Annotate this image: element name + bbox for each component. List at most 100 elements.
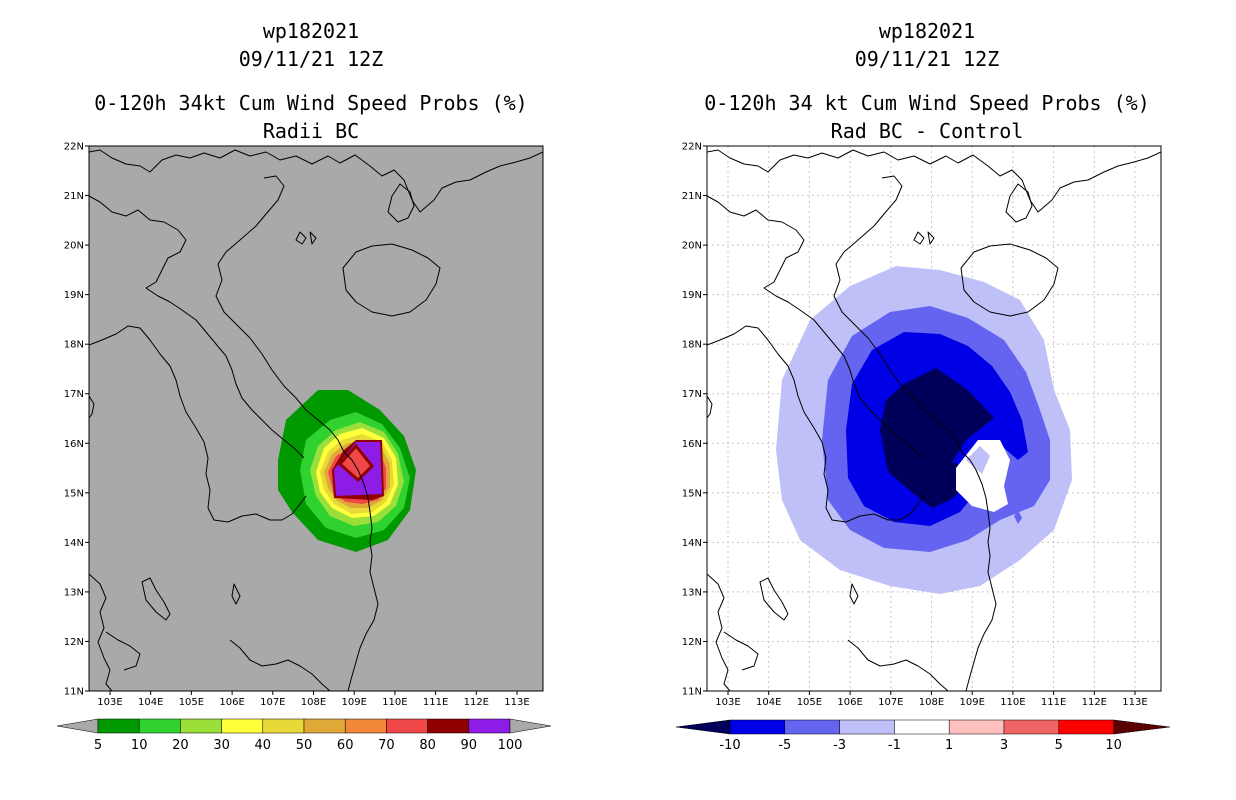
left-title-line1: wp182021 <box>263 19 359 43</box>
right-colorbar-box <box>839 719 895 735</box>
left-lon-ticks: 103E 104E 105E 106E 107E 108E 109E 110E 111E 112E… <box>97 691 530 708</box>
lat-tick-label: 20N <box>64 241 84 252</box>
left-lat-ticks: 22N 21N 20N 19N 18N 17N 16N 15N 14N 13N 12N 11N <box>64 142 89 698</box>
lat-tick-label: 22N <box>682 142 702 153</box>
lon-tick-label: 103E <box>97 697 122 708</box>
right-colorbar-label: -1 <box>888 738 901 753</box>
right-title-line1: wp182021 <box>879 19 975 43</box>
lon-tick-label: 110E <box>382 697 407 708</box>
right-colorbar-box <box>1058 719 1114 735</box>
lon-tick-label: 105E <box>797 697 822 708</box>
lat-tick-label: 15N <box>64 488 84 499</box>
left-colorbar-box <box>180 718 222 734</box>
right-colorbar-box <box>948 719 1005 735</box>
lat-tick-label: 14N <box>682 538 702 549</box>
diff-contour-minus1-patch <box>966 446 990 474</box>
lon-tick-label: 106E <box>219 697 244 708</box>
lat-tick-label: 20N <box>682 241 702 252</box>
right-title-line2: 09/11/21 12Z <box>855 47 1000 71</box>
lon-tick-label: 104E <box>756 697 781 708</box>
right-colorbar-box <box>729 719 786 735</box>
lat-tick-label: 19N <box>682 290 702 301</box>
contour-70pct-center <box>340 446 372 480</box>
diff-contour-small-blob <box>1014 510 1022 524</box>
contour-80pct-center <box>337 443 375 483</box>
lon-tick-label: 109E <box>959 697 984 708</box>
right-colorbar-label: -10 <box>719 738 740 753</box>
left-colorbar-box <box>262 718 305 734</box>
lon-tick-label: 111E <box>423 697 448 708</box>
left-colorbar-box <box>97 718 140 734</box>
lon-tick-label: 113E <box>1122 697 1147 708</box>
right-colorbar-box <box>894 719 950 735</box>
left-colorbar-label: 90 <box>461 738 478 753</box>
lon-tick-label: 108E <box>919 697 944 708</box>
left-colorbar-label: 100 <box>498 738 523 753</box>
left-colorbar-label: 60 <box>337 738 354 753</box>
right-title-line4: Rad BC - Control <box>831 119 1024 143</box>
left-colorbar: 5 10 20 30 40 50 60 70 80 90 100 <box>56 718 552 753</box>
left-title-line2: 09/11/21 12Z <box>239 47 384 71</box>
lat-tick-label: 14N <box>64 538 84 549</box>
left-colorbar-label: 40 <box>255 738 272 753</box>
left-colorbar-box <box>468 718 511 734</box>
left-colorbar-label: 5 <box>94 738 102 753</box>
left-colorbar-low-arrow <box>56 718 99 734</box>
lat-tick-label: 17N <box>682 389 702 400</box>
right-colorbar-box <box>1003 719 1060 735</box>
left-map-frame <box>88 145 544 692</box>
lon-tick-label: 107E <box>878 697 903 708</box>
right-title-line3: 0-120h 34 kt Cum Wind Speed Probs (%) <box>704 91 1150 115</box>
right-colorbar-label: 3 <box>1000 738 1008 753</box>
lat-tick-label: 11N <box>682 687 702 698</box>
lon-tick-label: 113E <box>504 697 529 708</box>
lat-tick-label: 22N <box>64 142 84 153</box>
left-colorbar-box <box>427 718 470 734</box>
lat-tick-label: 13N <box>64 587 84 598</box>
lat-tick-label: 15N <box>682 488 702 499</box>
lat-tick-label: 21N <box>682 191 702 202</box>
lon-tick-label: 109E <box>341 697 366 708</box>
left-colorbar-label: 10 <box>131 738 148 753</box>
lat-tick-label: 11N <box>64 687 84 698</box>
lon-tick-label: 112E <box>1082 697 1107 708</box>
left-colorbar-label: 50 <box>296 738 313 753</box>
right-colorbar-label: 1 <box>945 738 953 753</box>
left-title-line3: 0-120h 34kt Cum Wind Speed Probs (%) <box>94 91 527 115</box>
lon-tick-label: 103E <box>715 697 740 708</box>
left-colorbar-box <box>221 718 264 734</box>
left-panel: wp182021 09/11/21 12Z 0-120h 34kt Cum Wi… <box>56 19 552 753</box>
left-colorbar-high-arrow <box>509 718 552 734</box>
lon-tick-label: 112E <box>464 697 489 708</box>
right-colorbar-label: -3 <box>833 738 846 753</box>
right-lat-ticks: 22N 21N 20N 19N 18N 17N 16N 15N 14N 13N 12N 11N <box>682 142 707 698</box>
lat-tick-label: 13N <box>682 587 702 598</box>
lat-tick-label: 21N <box>64 191 84 202</box>
right-colorbar-low-arrow <box>675 719 731 735</box>
left-colorbar-label: 80 <box>419 738 436 753</box>
right-colorbar-label: 5 <box>1055 738 1063 753</box>
right-map-frame <box>706 145 1162 692</box>
right-panel: wp182021 09/11/21 12Z 0-120h 34 kt Cum W… <box>675 19 1171 753</box>
right-colorbar-label: -5 <box>778 738 791 753</box>
lat-tick-label: 17N <box>64 389 84 400</box>
lat-tick-label: 19N <box>64 290 84 301</box>
left-colorbar-label: 70 <box>378 738 395 753</box>
right-map-area <box>707 146 1161 691</box>
left-colorbar-label: 20 <box>172 738 189 753</box>
lon-tick-label: 107E <box>260 697 285 708</box>
lon-tick-label: 105E <box>179 697 204 708</box>
lat-tick-label: 16N <box>682 439 702 450</box>
left-colorbar-box <box>303 718 346 734</box>
right-colorbar-box <box>784 719 840 735</box>
lat-tick-label: 18N <box>64 340 84 351</box>
lon-tick-label: 111E <box>1041 697 1066 708</box>
lat-tick-label: 12N <box>682 637 702 648</box>
left-map-area <box>89 146 543 691</box>
lon-tick-label: 104E <box>138 697 163 708</box>
lat-tick-label: 16N <box>64 439 84 450</box>
right-lon-ticks: 103E 104E 105E 106E 107E 108E 109E 110E 111E 112E… <box>715 691 1148 708</box>
left-colorbar-box <box>344 718 387 734</box>
left-colorbar-label: 30 <box>213 738 230 753</box>
